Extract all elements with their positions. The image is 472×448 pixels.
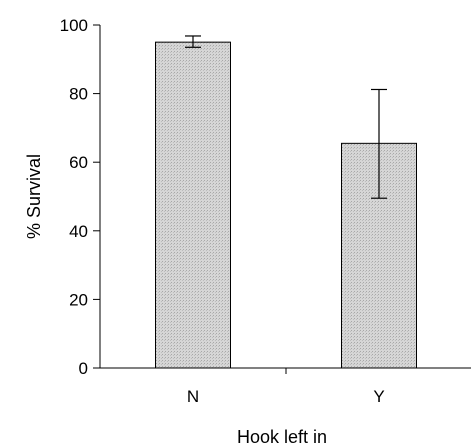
x-axis-title: Hook left in <box>237 427 327 447</box>
y-tick-label: 0 <box>79 359 88 378</box>
y-tick-label: 40 <box>69 222 88 241</box>
y-tick-label: 80 <box>69 85 88 104</box>
y-ticks-layer: 0 20 40 60 80 100 <box>60 16 100 378</box>
y-tick-label: 100 <box>60 16 88 35</box>
x-tick-label: N <box>187 387 199 406</box>
bars-layer <box>155 41 417 369</box>
x-tick-label: Y <box>373 387 384 406</box>
y-tick-label: 60 <box>69 153 88 172</box>
bar-n <box>155 41 231 369</box>
error-bars-layer <box>185 35 387 199</box>
y-axis-title: % Survival <box>24 154 44 239</box>
y-tick-label: 20 <box>69 290 88 309</box>
